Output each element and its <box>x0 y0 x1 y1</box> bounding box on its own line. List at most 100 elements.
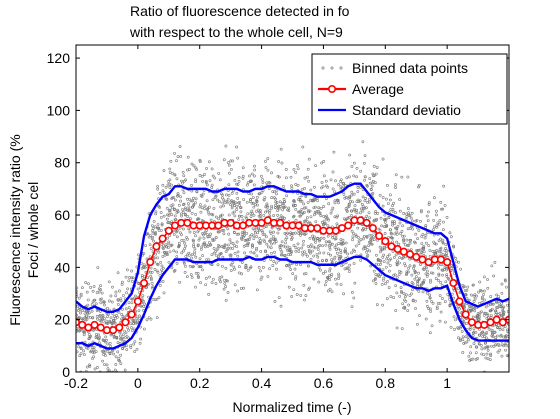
binned-data-point <box>98 314 102 317</box>
binned-data-point <box>255 195 259 199</box>
binned-data-point <box>410 273 414 277</box>
binned-data-point <box>314 164 317 168</box>
binned-data-point <box>486 313 490 317</box>
binned-data-point <box>249 215 253 218</box>
binned-data-point <box>175 159 178 163</box>
binned-data-point <box>290 232 294 235</box>
binned-data-point <box>279 147 283 151</box>
binned-data-point <box>83 312 87 316</box>
binned-data-point <box>452 244 455 248</box>
binned-data-point <box>381 157 385 161</box>
binned-data-point <box>177 203 181 207</box>
binned-data-point <box>370 184 374 188</box>
binned-data-point <box>435 223 439 227</box>
binned-data-point <box>222 158 226 162</box>
binned-data-point <box>221 196 224 200</box>
binned-data-point <box>275 226 279 229</box>
binned-data-point <box>272 214 276 217</box>
binned-data-point <box>346 252 349 256</box>
binned-data-point <box>395 227 399 231</box>
binned-data-point <box>237 271 241 275</box>
binned-data-point <box>409 216 413 220</box>
binned-data-point <box>440 207 443 211</box>
binned-data-point <box>443 248 447 252</box>
binned-data-point <box>203 230 207 234</box>
binned-data-point <box>120 317 124 321</box>
binned-data-point <box>207 292 211 296</box>
binned-data-point <box>235 204 239 208</box>
binned-data-point <box>391 236 394 240</box>
binned-data-point <box>85 346 88 350</box>
binned-data-point <box>164 197 168 201</box>
binned-data-point <box>178 280 181 284</box>
binned-data-point <box>428 307 432 311</box>
average-point <box>152 242 161 251</box>
binned-data-point <box>318 268 322 272</box>
binned-data-point <box>388 263 392 267</box>
binned-data-point <box>495 323 498 327</box>
binned-data-point <box>257 214 261 218</box>
binned-data-point <box>242 198 246 202</box>
binned-data-point <box>125 348 129 352</box>
binned-data-point <box>142 305 146 308</box>
binned-data-point <box>371 191 375 195</box>
binned-data-point <box>276 213 280 217</box>
y-tick-label: 100 <box>47 102 71 118</box>
y-axis-label: Fluorescence intensity ratio (% Foci / wh… <box>7 134 41 325</box>
binned-data-point <box>342 292 346 296</box>
binned-data-point <box>381 303 384 307</box>
binned-data-point <box>194 212 198 216</box>
binned-data-point <box>81 317 85 321</box>
binned-data-point <box>167 240 171 244</box>
binned-data-point <box>406 270 410 274</box>
binned-data-point <box>251 244 254 248</box>
binned-data-point <box>85 365 89 369</box>
binned-data-point <box>319 214 323 218</box>
binned-data-point <box>488 309 492 313</box>
binned-data-point <box>396 224 400 228</box>
binned-data-point <box>467 354 471 358</box>
binned-data-point <box>245 183 249 187</box>
binned-data-point <box>322 205 325 208</box>
binned-data-point <box>477 290 480 294</box>
binned-data-point <box>393 222 396 225</box>
binned-data-point <box>125 268 129 272</box>
binned-data-point <box>233 252 237 255</box>
binned-data-point <box>497 304 501 308</box>
binned-data-point <box>372 219 376 223</box>
binned-data-point <box>101 359 105 363</box>
binned-data-point <box>367 211 371 215</box>
binned-data-point <box>461 335 465 339</box>
binned-data-point <box>400 175 404 179</box>
x-tick-label: 0 <box>134 375 142 391</box>
binned-data-point <box>236 183 240 186</box>
binned-data-point <box>480 295 484 299</box>
binned-data-point <box>82 349 85 353</box>
binned-data-point <box>279 248 283 252</box>
binned-data-point <box>228 253 232 257</box>
binned-data-point <box>353 204 357 207</box>
binned-data-point <box>201 192 205 196</box>
binned-data-point <box>419 263 422 266</box>
binned-data-point <box>235 232 239 236</box>
binned-data-point <box>312 254 316 258</box>
binned-data-point <box>113 368 117 372</box>
binned-data-point <box>76 328 79 332</box>
binned-data-point <box>459 267 462 271</box>
binned-data-point <box>118 359 121 363</box>
binned-data-point <box>389 295 393 298</box>
binned-data-point <box>426 219 430 223</box>
binned-data-point <box>371 235 375 239</box>
binned-data-point <box>399 286 403 289</box>
legend-label: Average <box>352 81 404 97</box>
binned-data-point <box>502 311 506 314</box>
binned-data-point <box>162 214 166 218</box>
binned-data-point <box>235 192 239 195</box>
binned-data-point <box>478 280 482 284</box>
binned-data-point <box>194 285 197 289</box>
binned-data-point <box>106 315 109 319</box>
binned-data-point <box>368 249 372 253</box>
binned-data-point <box>421 233 425 236</box>
average-point <box>449 279 458 288</box>
binned-data-point <box>251 212 255 215</box>
